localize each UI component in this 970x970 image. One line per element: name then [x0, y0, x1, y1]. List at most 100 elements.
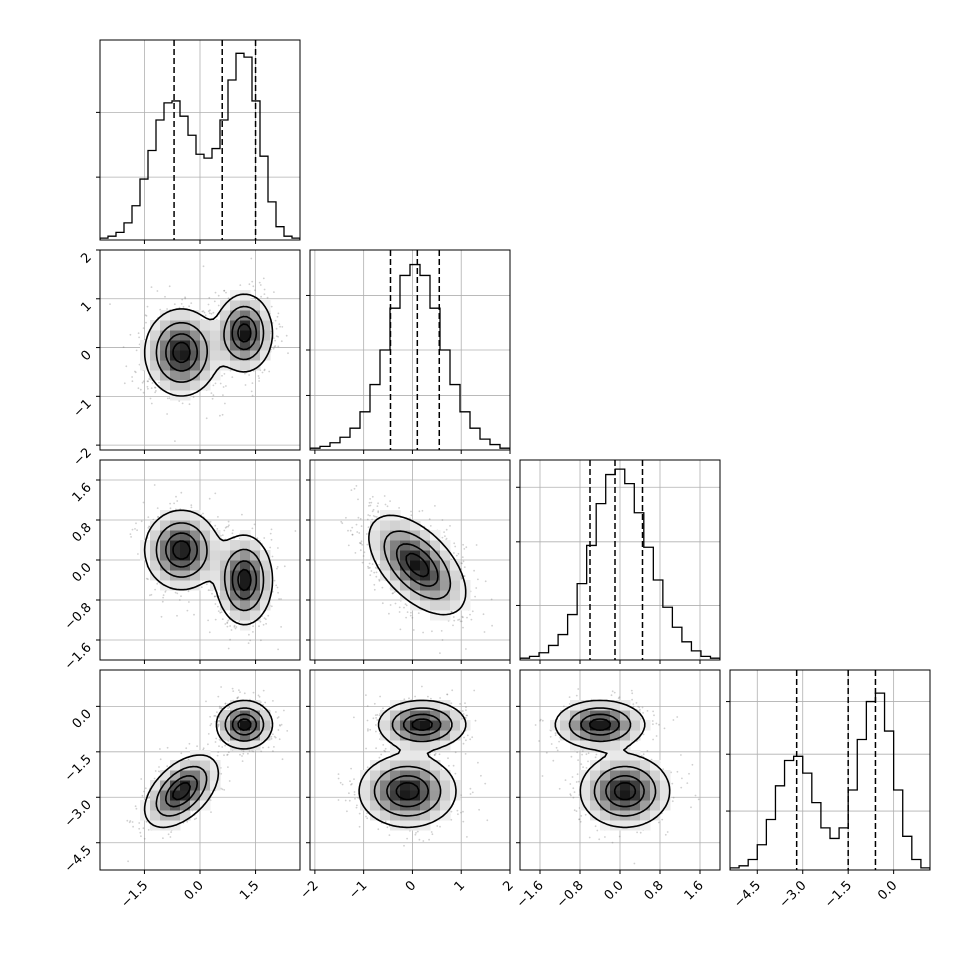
scatter-point: [260, 295, 262, 298]
scatter-point: [265, 622, 267, 625]
scatter-point: [463, 566, 466, 568]
scatter-point: [181, 402, 184, 405]
density-cell: [200, 350, 211, 361]
scatter-point: [466, 616, 468, 619]
scatter-point: [174, 591, 177, 594]
scatter-point: [214, 291, 217, 294]
scatter-point: [229, 638, 232, 641]
density-cell: [180, 580, 191, 591]
scatter-point: [200, 586, 203, 589]
scatter-point: [139, 388, 142, 391]
scatter-point: [147, 516, 150, 518]
density-cell: [260, 550, 271, 561]
scatter-point: [388, 612, 390, 615]
density-cell: [250, 300, 261, 311]
scatter-point: [358, 532, 361, 534]
scatter-point: [360, 542, 362, 545]
density-cell: [260, 310, 271, 321]
scatter-point: [224, 526, 227, 529]
scatter-point: [281, 326, 284, 328]
scatter-point: [274, 345, 277, 347]
density-cell: [200, 370, 211, 381]
scatter-point: [351, 533, 354, 536]
scatter-point: [166, 413, 169, 415]
histogram-panel-0: [96, 39, 301, 244]
scatter-point: [207, 310, 210, 313]
scatter-point: [253, 523, 256, 526]
scatter-point: [398, 606, 401, 609]
scatter-point: [465, 648, 467, 650]
scatter-point: [156, 582, 159, 585]
scatter-point: [140, 520, 143, 523]
y-tick-label: −1: [71, 397, 95, 421]
scatter-point: [280, 598, 282, 600]
density-cell: [190, 580, 201, 591]
scatter-point: [137, 332, 140, 335]
scatter-point: [212, 311, 215, 314]
density-cell: [150, 540, 161, 551]
scatter-point: [223, 289, 226, 292]
scatter-point: [225, 385, 227, 387]
scatter-point: [193, 613, 195, 616]
density-cell: [160, 360, 171, 371]
scatter-point: [275, 711, 277, 713]
density-cell: [150, 350, 161, 361]
scatter-point: [294, 530, 297, 532]
density-cell: [380, 530, 391, 541]
scatter-point: [259, 620, 262, 623]
density-cell: [220, 590, 231, 601]
density-cell: [460, 600, 471, 611]
scatter-point: [278, 598, 280, 600]
scatter-point: [360, 540, 363, 543]
density-cell: [210, 370, 221, 381]
scatter-point: [212, 384, 215, 387]
scatter-point: [202, 265, 205, 268]
scatter-point: [363, 551, 366, 554]
scatter-point: [353, 487, 356, 490]
scatter-point: [239, 753, 241, 756]
scatter-point: [233, 624, 236, 627]
contour-level-2: [165, 315, 258, 372]
scatter-point: [147, 578, 149, 581]
scatter-point: [270, 605, 273, 608]
density-cell: [210, 540, 221, 551]
scatter-point: [359, 542, 362, 545]
scatter-point: [463, 548, 466, 550]
density-cell: [200, 360, 211, 371]
density-cell: [170, 370, 181, 381]
density-cell: [170, 360, 181, 371]
scatter-point: [181, 298, 184, 301]
scatter-point: [227, 619, 230, 622]
density-cell: [410, 590, 421, 601]
density-cell: [370, 540, 381, 551]
scatter-point: [429, 525, 432, 527]
scatter-point: [357, 516, 360, 519]
density-cell: [260, 590, 271, 601]
scatter-point: [142, 380, 145, 383]
density-cell: [370, 550, 381, 561]
scatter-point: [455, 554, 458, 557]
scatter-point: [270, 305, 273, 308]
scatter-point: [441, 639, 444, 641]
panel-background: [730, 670, 930, 870]
scatter-point: [367, 526, 370, 529]
scatter-point: [146, 305, 149, 308]
density-cell: [250, 540, 261, 551]
density-cell: [150, 520, 161, 531]
panel-plot-area: [310, 250, 510, 450]
scatter-point: [276, 566, 279, 568]
density-cell: [180, 360, 191, 371]
density-cell: [240, 350, 251, 361]
scatter-point: [372, 515, 375, 517]
scatter-point: [227, 520, 230, 523]
scatter-point: [208, 312, 211, 315]
scatter-point: [222, 394, 224, 396]
scatter-point: [463, 575, 466, 577]
scatter-point: [349, 529, 352, 532]
density-cell: [250, 340, 261, 351]
scatter-point: [188, 403, 191, 406]
scatter-point: [213, 595, 216, 598]
density-cell: [430, 540, 441, 551]
scatter-point: [280, 723, 283, 726]
